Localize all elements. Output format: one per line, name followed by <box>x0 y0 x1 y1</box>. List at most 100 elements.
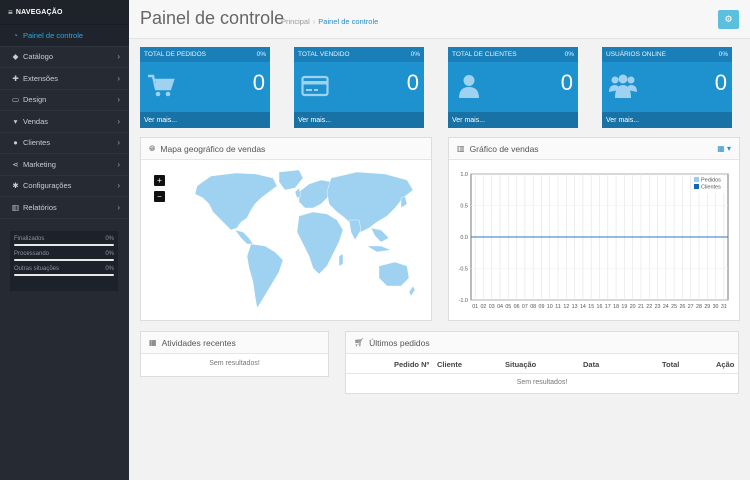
x-tick-label: 04 <box>497 304 503 310</box>
nav-header[interactable]: ≡ NAVEGAÇÃO <box>0 0 129 25</box>
tile-percent: 0% <box>564 51 574 58</box>
x-tick-label: 09 <box>539 304 545 310</box>
x-tick-label: 25 <box>671 304 677 310</box>
col-order-number[interactable]: Pedido Nº <box>394 360 430 369</box>
sidebar-item-label: Catálogo <box>23 52 54 62</box>
map-asia <box>326 171 414 233</box>
sidebar-item-2[interactable]: ✚ Extensões › <box>0 68 129 90</box>
menu-icon[interactable]: ≡ <box>8 7 13 17</box>
legend-label: Pedidos <box>701 178 721 184</box>
orders-table-header: Pedido Nº Cliente Situação Data Total Aç… <box>346 354 738 374</box>
y-tick-label: -1.0 <box>459 298 468 304</box>
sidebar-item-1[interactable]: ◆ Catálogo › <box>0 47 129 68</box>
cart-icon <box>148 74 175 97</box>
user-icon <box>459 75 479 98</box>
x-tick-label: 23 <box>655 304 661 310</box>
sidebar-item-3[interactable]: ▭ Design › <box>0 90 129 111</box>
stat-row: Finalizados 0% <box>14 236 114 246</box>
tile-see-more-link[interactable]: Ver mais... <box>294 112 424 128</box>
calendar-icon: ▦ <box>717 144 725 153</box>
zoom-in-button[interactable]: + <box>154 175 165 186</box>
sidebar-item-label: Marketing <box>23 159 56 169</box>
tile-percent: 0% <box>410 51 420 58</box>
chevron-right-icon: › <box>117 138 120 148</box>
col-date[interactable]: Data <box>583 360 600 369</box>
y-tick-label: 0.5 <box>460 204 468 210</box>
stat-progress-bar <box>14 244 114 246</box>
tags-icon: ◆ <box>12 52 19 62</box>
settings-button[interactable]: ⚙ <box>718 10 739 29</box>
sidebar-item-label: Extensões <box>23 73 59 83</box>
map-africa <box>296 211 344 275</box>
col-status[interactable]: Situação <box>505 360 537 369</box>
col-total[interactable]: Total <box>662 360 680 369</box>
x-tick-label: 30 <box>713 304 719 310</box>
tile-value: 0 <box>560 70 573 95</box>
map-indonesia <box>366 245 392 253</box>
x-tick-label: 11 <box>555 304 561 310</box>
legend-swatch <box>694 177 699 182</box>
sidebar-item-6[interactable]: ⋖ Marketing › <box>0 154 129 176</box>
legend-label: Clientes <box>701 185 721 191</box>
map-madagascar <box>338 253 344 267</box>
chevron-right-icon: › <box>117 95 120 105</box>
world-map[interactable] <box>181 168 417 313</box>
user-icon: ● <box>13 138 18 148</box>
sidebar-item-4[interactable]: ▾ Vendas › <box>0 111 129 133</box>
tile-see-more-link[interactable]: Ver mais... <box>140 112 270 128</box>
x-tick-label: 20 <box>630 304 636 310</box>
puzzle-icon: ✚ <box>12 73 19 83</box>
sales-chart: 1.00.50.0-0.5-1.001 02 03 04 05 06 07 08 09 10 11 1… <box>459 172 729 310</box>
chevron-right-icon: › <box>117 159 120 169</box>
stat-label: Outras situações <box>14 266 60 272</box>
map-panel-title: Mapa geográfico de vendas <box>160 143 266 154</box>
sidebar-item-8[interactable]: ▥ Relatórios › <box>0 197 129 219</box>
tile-see-more-link[interactable]: Ver mais... <box>602 112 732 128</box>
sidebar-item-label: Vendas <box>23 116 49 126</box>
tile-see-more-link[interactable]: Ver mais... <box>448 112 578 128</box>
breadcrumb-current[interactable]: Painel de controle <box>318 17 379 26</box>
activity-empty-message: Sem resultados! <box>209 360 260 367</box>
tile-percent: 0% <box>256 51 266 58</box>
x-tick-label: 10 <box>547 304 553 310</box>
zoom-out-button[interactable]: − <box>154 191 165 202</box>
sidebar-item-label: Design <box>23 95 47 105</box>
y-tick-label: 1.0 <box>460 172 468 178</box>
x-tick-label: 13 <box>572 304 578 310</box>
orders-panel-title: Últimos pedidos <box>369 337 430 348</box>
tile-total-customers: TOTAL DE CLIENTES 0% 0 Ver mais... <box>448 47 578 128</box>
chevron-right-icon: › <box>117 181 120 191</box>
sidebar-item-5[interactable]: ● Clientes › <box>0 133 129 154</box>
activity-panel-header: ▦ Atividades recentes <box>141 332 328 354</box>
sidebar-item-0[interactable]: ◔ Painel de controle <box>0 25 129 47</box>
x-tick-label: 21 <box>638 304 644 310</box>
cart-icon: 🛒︎ <box>354 338 365 347</box>
share-icon: ⋖ <box>12 159 19 169</box>
calendar-icon: ▦ <box>149 338 157 347</box>
stat-value: 0% <box>105 266 114 272</box>
sidebar-item-7[interactable]: ✱ Configurações › <box>0 176 129 197</box>
stat-progress-bar <box>14 259 114 261</box>
x-tick-label: 16 <box>597 304 603 310</box>
stat-row: Processando 0% <box>14 251 114 261</box>
map-europe <box>298 179 334 209</box>
map-panel-header: 🌐︎ Mapa geográfico de vendas <box>141 138 431 160</box>
col-customer[interactable]: Cliente <box>437 360 463 369</box>
cart-icon: ▾ <box>13 116 18 126</box>
x-tick-label: 05 <box>505 304 511 310</box>
monitor-icon: ▭ <box>11 95 20 105</box>
stat-row: Outras situações 0% <box>14 266 114 276</box>
y-tick-label: -0.5 <box>459 267 468 273</box>
x-tick-label: 17 <box>605 304 611 310</box>
x-tick-label: 15 <box>588 304 594 310</box>
calendar-dropdown[interactable]: ▦ ▾ <box>717 144 731 153</box>
x-tick-label: 02 <box>480 304 486 310</box>
page-title: Painel de controle <box>140 8 285 28</box>
x-tick-label: 28 <box>696 304 702 310</box>
breadcrumb-home[interactable]: Principal <box>281 17 310 26</box>
map-panel: 🌐︎ Mapa geográfico de vendas + − <box>140 137 432 321</box>
x-tick-label: 27 <box>688 304 694 310</box>
tile-value: 0 <box>714 70 727 95</box>
sidebar: ≡ NAVEGAÇÃO ◔ Painel de controle ◆ Catálogo… <box>0 0 129 480</box>
dashboard-icon: ◔ <box>13 30 18 40</box>
